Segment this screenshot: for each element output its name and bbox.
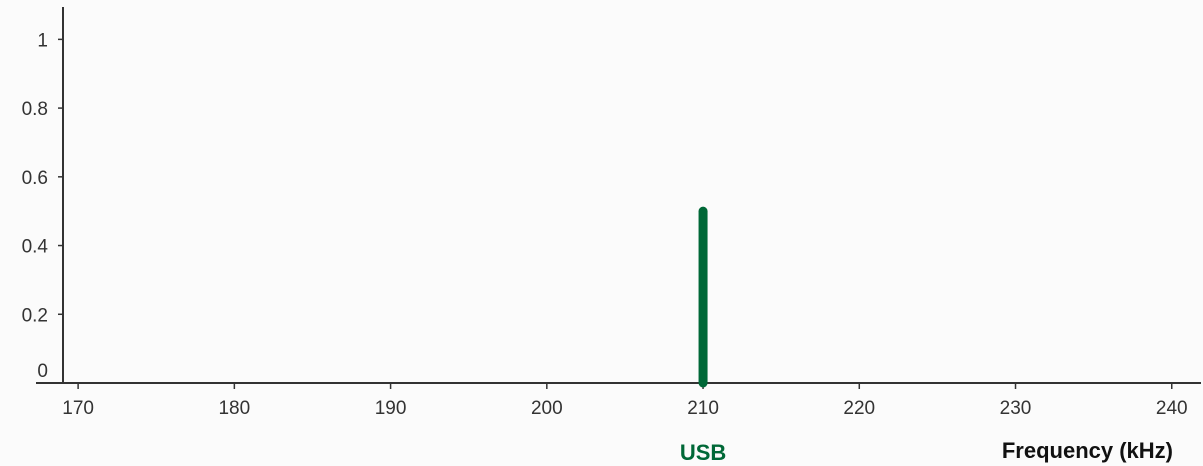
x-tick-label: 170	[62, 398, 94, 419]
x-axis-title: Frequency (kHz)	[1002, 438, 1173, 463]
y-tick-label: 0.2	[22, 305, 48, 326]
x-tick-label: 230	[1000, 398, 1032, 419]
x-tick-label: 180	[218, 398, 250, 419]
y-tick-label: 0.4	[22, 237, 49, 258]
y-tick-label: 0	[37, 361, 48, 382]
x-tick-label: 220	[843, 398, 875, 419]
tick-group: 170 180 190 200 210 220 230 240 0 0.2 0.4 0.6 0.8 1	[22, 30, 1188, 419]
x-tick-label: 200	[531, 398, 563, 419]
x-tick-label: 240	[1156, 398, 1188, 419]
y-tick-label: 1	[37, 30, 48, 51]
y-tick-label: 0.8	[22, 99, 48, 120]
x-tick-label: 190	[375, 398, 407, 419]
y-tick-label: 0.6	[22, 168, 48, 189]
stem-label: USB	[680, 440, 726, 465]
stem-group: USB	[680, 206, 726, 465]
x-tick-label: 210	[687, 398, 719, 419]
